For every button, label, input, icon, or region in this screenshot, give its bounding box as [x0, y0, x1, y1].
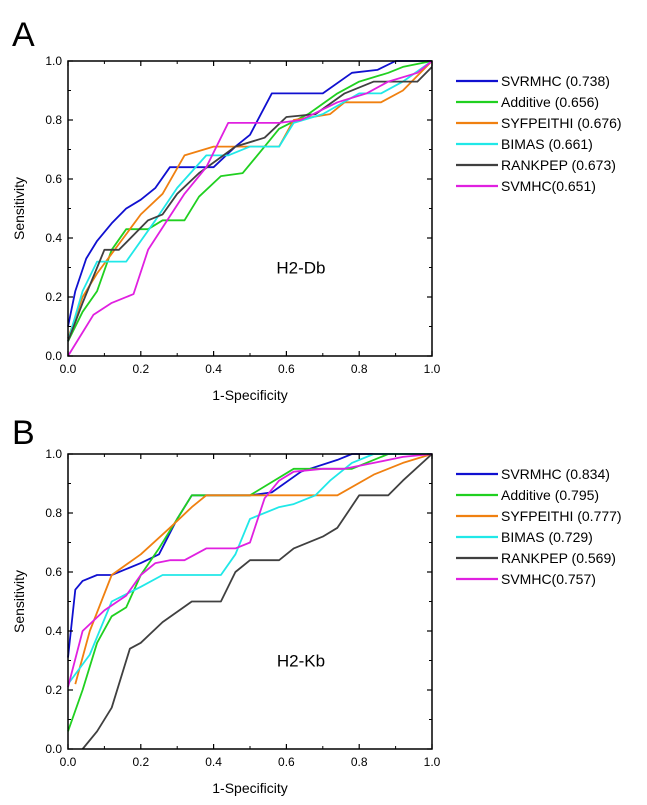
- series-line-3: [67, 60, 433, 342]
- x-tick-label: 0.4: [205, 755, 222, 769]
- series-lines: [67, 453, 433, 750]
- panel-b: B 0.0 0.2 0.4 0.6 0.8 1.0 0.0 0.2 0.4 0.6 0.8 1.0 1-S…: [11, 414, 622, 796]
- y-axis-label: Sensitivity: [11, 570, 27, 633]
- legend-label: SVRMHC (0.834): [501, 466, 610, 482]
- panel-letter: A: [12, 16, 35, 54]
- series-line-4: [81, 453, 433, 750]
- y-axis: 0.0 0.2 0.4 0.6 0.8 1.0: [45, 447, 432, 756]
- series-line-0: [67, 453, 432, 658]
- series-line-5: [67, 453, 433, 688]
- y-tick-label: 1.0: [45, 447, 62, 461]
- x-tick-label: 1.0: [424, 362, 441, 376]
- panel-letter: B: [12, 414, 35, 452]
- legend-label: Additive (0.656): [501, 94, 599, 110]
- series-line-1: [67, 453, 432, 732]
- x-axis: 0.0 0.2 0.4 0.6 0.8 1.0: [60, 454, 441, 769]
- legend-label: Additive (0.795): [501, 487, 599, 503]
- y-tick-label: 0.4: [45, 624, 62, 638]
- legend-label: RANKPEP (0.673): [501, 157, 616, 173]
- y-tick-label: 0.4: [45, 231, 62, 245]
- series-line-5: [67, 60, 433, 357]
- plot-annotation: H2-Db: [276, 258, 325, 277]
- y-tick-label: 0.2: [45, 683, 62, 697]
- x-tick-label: 0.4: [205, 362, 222, 376]
- x-tick-label: 0.8: [351, 755, 368, 769]
- x-tick-label: 0.8: [351, 362, 368, 376]
- y-tick-label: 0.8: [45, 506, 62, 520]
- x-tick-label: 1.0: [424, 755, 441, 769]
- legend-label: RANKPEP (0.569): [501, 550, 616, 566]
- series-lines: [67, 60, 433, 357]
- series-line-4: [67, 66, 433, 342]
- panel-a: A 0.0 0.2 0.4 0.6 0.8 1.0 0.0 0.2 0.4 0.6 0.8 1.0 1-S…: [11, 16, 622, 403]
- x-tick-label: 0.2: [132, 362, 149, 376]
- x-axis-label: 1-Specificity: [212, 387, 287, 403]
- series-line-2: [67, 60, 433, 339]
- plot-frame: [67, 60, 433, 357]
- legend: SVRMHC (0.834) Additive (0.795) SYFPEITHI …: [456, 466, 622, 587]
- series-line-3: [67, 453, 432, 685]
- x-tick-label: 0.0: [60, 362, 77, 376]
- y-axis-label: Sensitivity: [11, 177, 27, 240]
- legend-label: SVMHC(0.757): [501, 571, 596, 587]
- y-tick-label: 0.0: [45, 349, 62, 363]
- plot-annotation: H2-Kb: [277, 651, 325, 670]
- x-tick-label: 0.2: [132, 755, 149, 769]
- x-tick-label: 0.6: [278, 755, 295, 769]
- legend: SVRMHC (0.738) Additive (0.656) SYFPEITHI …: [456, 73, 622, 194]
- series-line-2: [74, 453, 433, 685]
- plot-frame: [67, 453, 433, 750]
- series-line-0: [67, 60, 432, 327]
- y-tick-label: 0.8: [45, 113, 62, 127]
- y-tick-label: 0.6: [45, 172, 62, 186]
- legend-label: SYFPEITHI (0.777): [501, 508, 622, 524]
- x-tick-label: 0.6: [278, 362, 295, 376]
- y-tick-label: 1.0: [45, 54, 62, 68]
- y-tick-label: 0.2: [45, 290, 62, 304]
- legend-label: SYFPEITHI (0.676): [501, 115, 622, 131]
- y-tick-label: 0.6: [45, 565, 62, 579]
- legend-label: BIMAS (0.661): [501, 136, 593, 152]
- y-axis: 0.0 0.2 0.4 0.6 0.8 1.0: [45, 54, 432, 363]
- x-tick-label: 0.0: [60, 755, 77, 769]
- legend-label: SVRMHC (0.738): [501, 73, 610, 89]
- x-axis: 0.0 0.2 0.4 0.6 0.8 1.0: [60, 61, 441, 376]
- legend-label: SVMHC(0.651): [501, 178, 596, 194]
- x-axis-label: 1-Specificity: [212, 780, 287, 796]
- y-tick-label: 0.0: [45, 742, 62, 756]
- legend-label: BIMAS (0.729): [501, 529, 593, 545]
